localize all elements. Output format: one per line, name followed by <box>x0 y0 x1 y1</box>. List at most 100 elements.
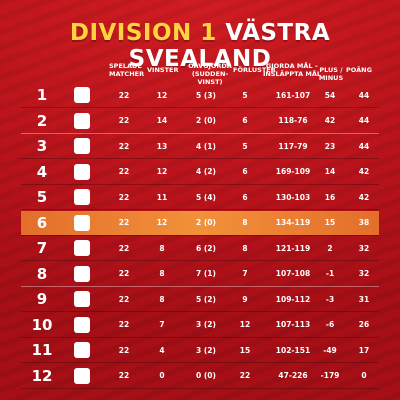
cell-points: 44 <box>358 90 370 100</box>
cell-wins: 11 <box>156 192 168 202</box>
cell-points: 26 <box>358 320 370 329</box>
cell-points: 0 <box>361 371 367 380</box>
cell-games-played: 22 <box>118 192 130 202</box>
cell-points: 17 <box>358 345 370 355</box>
header-spelade: SPELADE MATCHER <box>109 62 145 78</box>
table-row: 6 22 12 2 (0) 8 134-119 15 38 <box>21 210 379 236</box>
rank-number: 3 <box>36 137 48 155</box>
cell-losses: 12 <box>239 320 251 329</box>
cell-games-played: 22 <box>118 167 130 176</box>
cell-wins: 8 <box>159 243 165 253</box>
cell-draws: 2 (0) <box>196 218 216 227</box>
cell-losses: 9 <box>242 294 248 304</box>
rank-number: 12 <box>31 366 53 385</box>
rank-number: 6 <box>36 213 48 232</box>
cell-draws: 5 (3) <box>196 90 216 100</box>
team-logo-icon <box>74 163 90 180</box>
cell-games-played: 22 <box>118 218 130 227</box>
rank-number: 9 <box>36 290 48 308</box>
cell-losses: 8 <box>242 218 248 227</box>
team-logo-icon <box>74 189 90 205</box>
table-row: 3 22 13 4 (1) 5 117-79 23 44 <box>21 134 379 159</box>
cell-wins: 12 <box>156 90 168 100</box>
cell-wins: 12 <box>156 167 168 176</box>
cell-goals: 47-226 <box>278 371 308 380</box>
header-vinster: VINSTER <box>147 66 179 74</box>
cell-losses: 5 <box>242 141 248 151</box>
header-oavgjorda: OAVGJORDA (SUDDEN-VINST) <box>188 62 232 86</box>
cell-games-played: 22 <box>118 320 130 329</box>
cell-draws: 3 (2) <box>196 320 216 329</box>
cell-plus-minus: -3 <box>325 294 335 304</box>
cell-losses: 5 <box>242 90 248 100</box>
cell-goals: 107-113 <box>275 320 311 329</box>
cell-plus-minus: -1 <box>325 269 335 278</box>
cell-draws: 4 (1) <box>196 141 216 151</box>
table-row: 5 22 11 5 (4) 6 130-103 16 42 <box>21 185 379 210</box>
table-row: 7 22 8 6 (2) 8 121-119 2 32 <box>21 236 379 261</box>
team-logo-icon <box>74 316 90 333</box>
cell-games-played: 22 <box>118 269 130 278</box>
cell-draws: 4 (2) <box>196 167 216 176</box>
team-logo-icon <box>74 265 90 282</box>
cell-losses: 15 <box>239 345 251 355</box>
cell-wins: 7 <box>159 320 165 329</box>
cell-points: 42 <box>358 192 370 202</box>
cell-goals: 117-79 <box>278 141 308 151</box>
cell-goals: 134-119 <box>275 218 311 227</box>
team-logo-icon <box>74 240 90 256</box>
cell-goals: 130-103 <box>275 192 311 202</box>
cell-wins: 14 <box>156 116 168 125</box>
table-row: 11 22 4 3 (2) 15 102-151 -49 17 <box>21 338 379 363</box>
table-row: 10 22 7 3 (2) 12 107-113 -6 26 <box>21 313 379 338</box>
rank-number: 2 <box>36 111 48 130</box>
cell-plus-minus: 16 <box>324 192 336 202</box>
cell-draws: 6 (2) <box>196 243 216 253</box>
team-logo-icon <box>74 291 90 307</box>
table-row: 9 22 8 5 (2) 9 109-112 -3 31 <box>21 287 379 312</box>
cell-games-played: 22 <box>118 116 130 125</box>
cell-wins: 8 <box>159 269 165 278</box>
cell-draws: 7 (1) <box>196 269 216 278</box>
page-title: DIVISION 1 VÄSTRA SVEALAND <box>0 20 400 72</box>
team-logo-icon <box>74 112 90 129</box>
cell-points: 38 <box>358 218 370 227</box>
cell-plus-minus: -179 <box>320 371 340 380</box>
rank-number: 4 <box>36 162 48 181</box>
cell-goals: 118-76 <box>278 116 308 125</box>
cell-plus-minus: 23 <box>324 141 336 151</box>
cell-losses: 22 <box>239 371 251 380</box>
team-logo-icon <box>74 342 90 358</box>
cell-points: 44 <box>358 116 370 125</box>
header-poang: POÄNG <box>346 66 372 74</box>
cell-games-played: 22 <box>118 345 130 355</box>
cell-points: 42 <box>358 167 370 176</box>
cell-draws: 3 (2) <box>196 345 216 355</box>
cell-games-played: 22 <box>118 90 130 100</box>
team-logo-icon <box>74 214 90 231</box>
team-logo-icon <box>74 87 90 103</box>
cell-wins: 0 <box>159 371 165 380</box>
cell-points: 31 <box>358 294 370 304</box>
cell-goals: 161-107 <box>275 90 311 100</box>
cell-points: 32 <box>358 243 370 253</box>
cell-games-played: 22 <box>118 141 130 151</box>
cell-goals: 169-109 <box>275 167 311 176</box>
cell-goals: 107-108 <box>275 269 311 278</box>
cell-draws: 5 (2) <box>196 294 216 304</box>
cell-games-played: 22 <box>118 243 130 253</box>
cell-points: 32 <box>358 269 370 278</box>
cell-losses: 7 <box>242 269 248 278</box>
title-accent: DIVISION 1 <box>69 20 217 46</box>
cell-losses: 8 <box>242 243 248 253</box>
rank-number: 1 <box>36 86 48 104</box>
cell-goals: 102-151 <box>275 345 311 355</box>
table-row: 4 22 12 4 (2) 6 169-109 14 42 <box>21 160 379 185</box>
table-row: 12 22 0 0 (0) 22 47-226 -179 0 <box>21 364 379 389</box>
header-plus-minus: PLUS / MINUS <box>318 66 344 82</box>
cell-plus-minus: 2 <box>327 243 333 253</box>
cell-draws: 2 (0) <box>196 116 216 125</box>
cell-plus-minus: 14 <box>324 167 336 176</box>
cell-wins: 12 <box>156 218 168 227</box>
